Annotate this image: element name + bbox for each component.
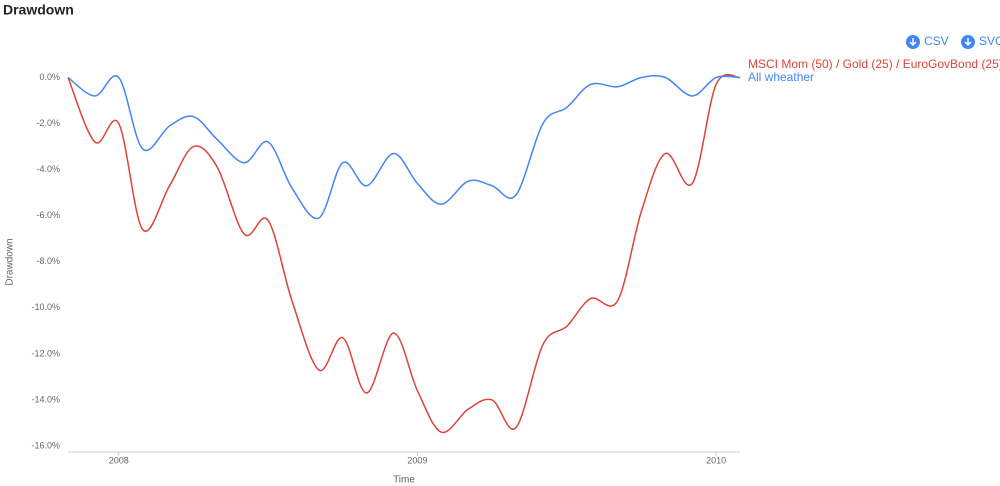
- x-axis-label: Time: [393, 475, 415, 486]
- download-arrow: [909, 38, 917, 47]
- series-line: [67, 74, 741, 434]
- y-tick-label: -2.0%: [36, 118, 60, 128]
- y-axis-label: Drawdown: [5, 238, 16, 285]
- y-tick-label: -10.0%: [31, 302, 60, 312]
- x-tick-label: 2009: [407, 455, 427, 465]
- download-arrow: [964, 38, 972, 47]
- y-tick-label: 0.0%: [39, 72, 60, 82]
- button-label: CSV: [924, 34, 949, 48]
- y-tick-label: -4.0%: [36, 164, 60, 174]
- legend-label: All wheather: [748, 70, 814, 84]
- button-label: SVG: [979, 34, 1000, 48]
- y-tick-label: -6.0%: [36, 210, 60, 220]
- svg-button[interactable]: SVG: [961, 34, 1000, 49]
- x-tick-label: 2008: [109, 455, 129, 465]
- y-tick-label: -8.0%: [36, 256, 60, 266]
- chart-title: Drawdown: [3, 2, 74, 18]
- series-line: [67, 75, 741, 220]
- csv-button[interactable]: CSV: [906, 34, 949, 49]
- y-tick-label: -12.0%: [31, 348, 60, 358]
- x-tick-label: 2010: [706, 455, 726, 465]
- y-tick-label: -14.0%: [31, 394, 60, 404]
- legend-label: MSCI Mom (50) / Gold (25) / EuroGovBond …: [748, 57, 1000, 71]
- y-tick-label: -16.0%: [31, 440, 60, 450]
